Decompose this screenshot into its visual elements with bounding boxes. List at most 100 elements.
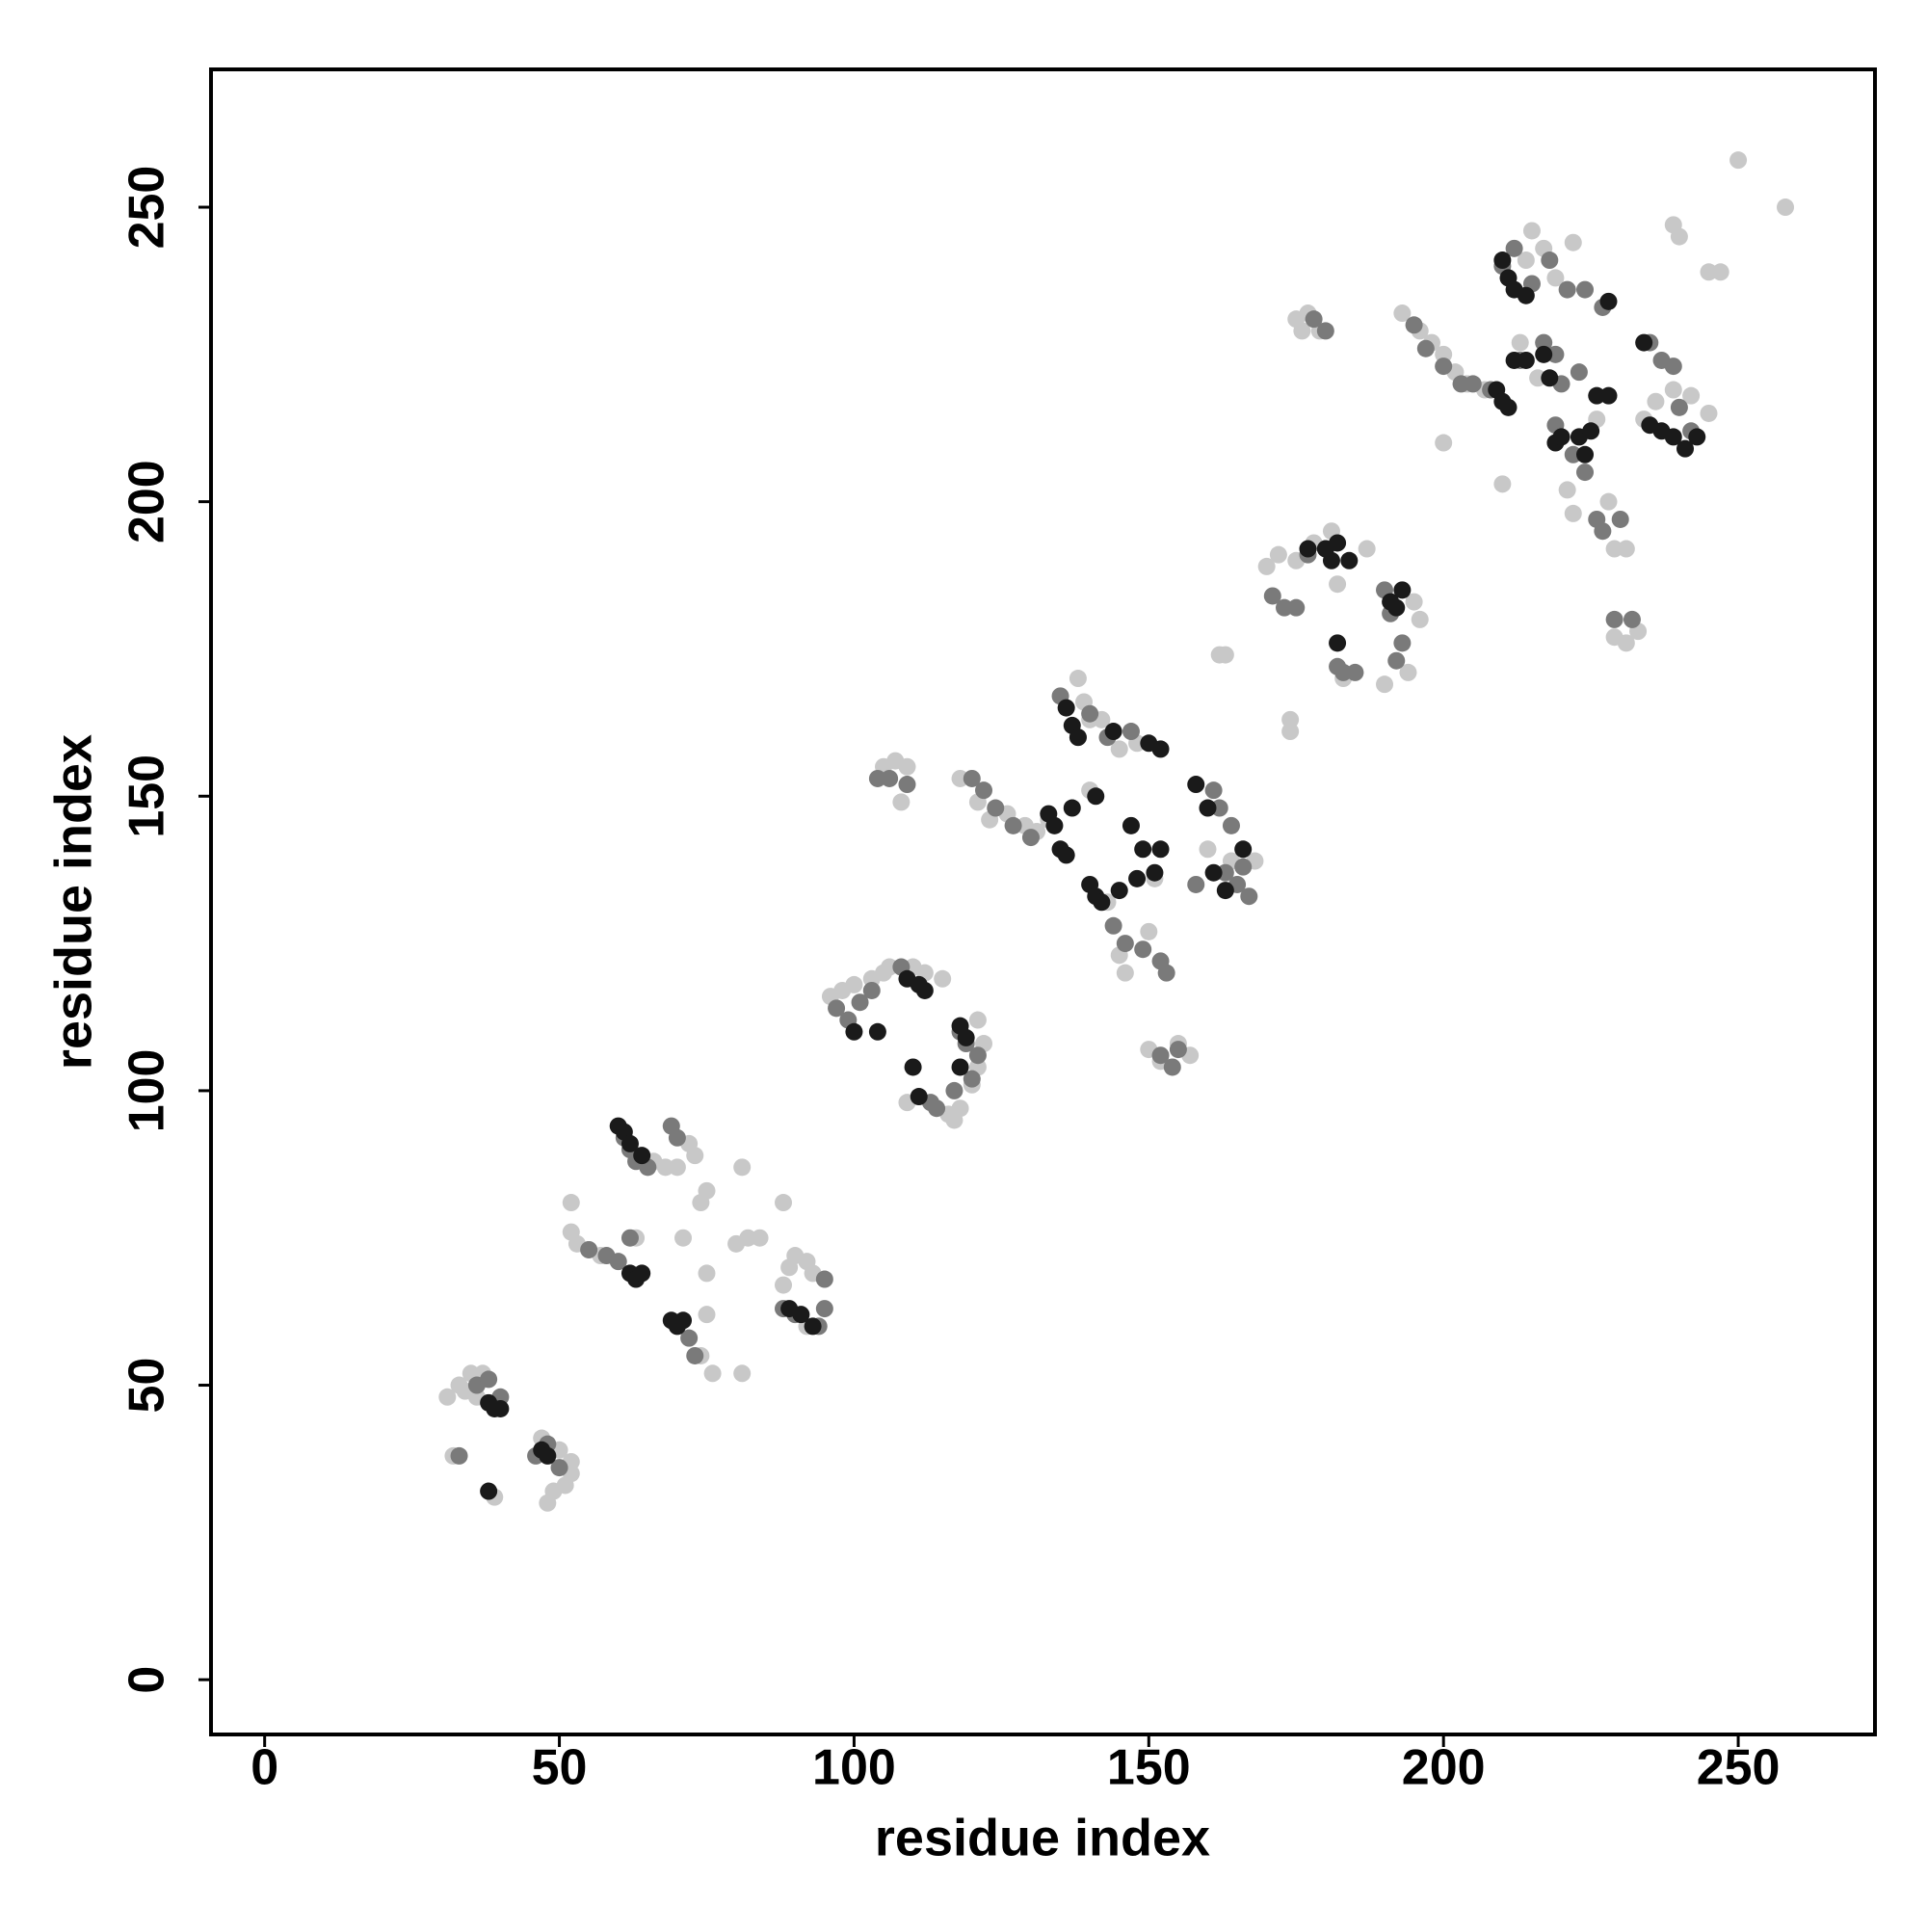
x-tick-label: 0 — [251, 1740, 278, 1796]
point — [1081, 704, 1099, 723]
point — [1576, 280, 1595, 299]
point — [1416, 339, 1435, 357]
point — [1263, 587, 1281, 605]
point — [1157, 964, 1175, 982]
point — [1116, 964, 1134, 982]
point — [1299, 540, 1317, 558]
x-tick-label: 150 — [1107, 1740, 1191, 1796]
point — [1511, 333, 1529, 352]
point — [1405, 316, 1423, 334]
point — [1093, 893, 1111, 912]
point — [1004, 816, 1022, 834]
point — [1617, 540, 1635, 558]
point — [1293, 322, 1311, 340]
point — [674, 1311, 693, 1330]
point — [491, 1399, 510, 1417]
point — [1493, 251, 1512, 270]
point — [1057, 846, 1075, 864]
point — [1558, 481, 1576, 499]
y-tick-label: 100 — [119, 1049, 175, 1133]
point — [1346, 663, 1364, 681]
point — [1623, 610, 1641, 628]
point — [1711, 263, 1729, 281]
point — [910, 1088, 928, 1106]
point — [1399, 663, 1417, 681]
x-tick-label: 200 — [1402, 1740, 1486, 1796]
point — [845, 975, 863, 993]
point — [815, 1270, 833, 1288]
point — [1140, 922, 1158, 940]
point — [1570, 363, 1588, 382]
point — [609, 1253, 627, 1271]
point — [1664, 381, 1682, 399]
point — [633, 1147, 651, 1165]
point — [963, 1070, 981, 1088]
point — [1729, 151, 1748, 170]
point — [1700, 404, 1718, 422]
point — [1063, 799, 1081, 817]
point — [480, 1370, 498, 1389]
point — [904, 1058, 922, 1076]
point — [1393, 581, 1412, 599]
point — [1499, 398, 1518, 416]
point — [1435, 434, 1453, 452]
point — [892, 793, 911, 811]
point — [1134, 940, 1152, 959]
point — [703, 1364, 722, 1383]
point — [751, 1229, 769, 1247]
point — [1522, 222, 1541, 240]
point — [775, 1276, 793, 1294]
point — [1546, 269, 1565, 287]
point — [1045, 816, 1064, 834]
point — [1104, 916, 1122, 935]
point — [1564, 233, 1582, 251]
point — [1122, 723, 1140, 741]
plot-frame — [209, 67, 1877, 1736]
point — [1199, 799, 1217, 817]
point — [1316, 322, 1334, 340]
point — [815, 1300, 833, 1318]
point — [1329, 634, 1347, 652]
point — [1599, 492, 1618, 511]
point — [680, 1329, 699, 1347]
point — [915, 981, 934, 999]
point — [1576, 463, 1595, 482]
point — [1204, 863, 1223, 882]
point — [1163, 1058, 1181, 1076]
point — [1057, 699, 1075, 717]
point — [1204, 781, 1223, 800]
point — [1146, 863, 1164, 882]
point — [1187, 776, 1205, 794]
point — [674, 1229, 693, 1247]
y-tick-label: 50 — [119, 1358, 175, 1414]
point — [668, 1158, 686, 1177]
point — [934, 969, 952, 988]
point — [1647, 392, 1665, 410]
point — [1128, 869, 1147, 887]
point — [1611, 510, 1629, 528]
point — [1393, 304, 1412, 323]
point — [968, 1011, 987, 1029]
point — [1599, 386, 1618, 405]
point — [1187, 875, 1205, 893]
point — [868, 769, 886, 787]
point — [951, 1058, 969, 1076]
point — [1305, 310, 1323, 329]
point — [1664, 428, 1682, 446]
point — [1493, 475, 1512, 493]
point — [698, 1306, 716, 1324]
point — [1464, 375, 1482, 393]
point — [633, 1264, 651, 1283]
point — [1234, 840, 1253, 859]
point — [1087, 787, 1105, 806]
point — [1517, 251, 1535, 270]
point — [562, 1194, 580, 1212]
point — [539, 1446, 557, 1465]
point — [1287, 598, 1306, 617]
point — [1387, 598, 1406, 617]
point — [845, 1022, 863, 1041]
point — [686, 1147, 704, 1165]
point — [1358, 540, 1376, 558]
